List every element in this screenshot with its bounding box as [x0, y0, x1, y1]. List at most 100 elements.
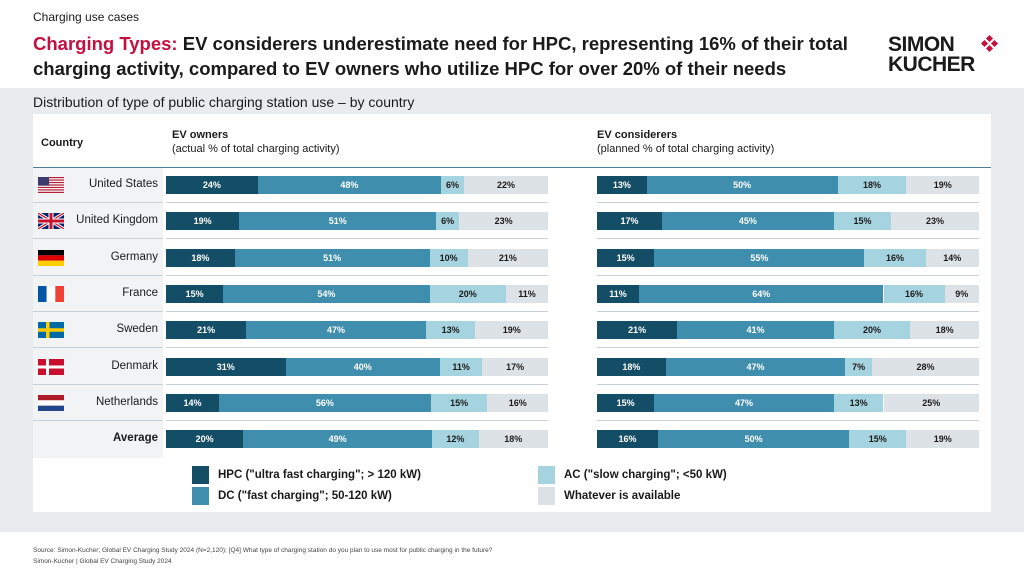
row-divider — [166, 202, 548, 203]
bar-segment-ac: 10% — [429, 249, 468, 267]
bar-segment-ac: 12% — [432, 430, 479, 448]
bar-segment-whatever: 28% — [872, 358, 979, 376]
bar-segment-dc: 40% — [285, 358, 440, 376]
row-divider — [33, 347, 163, 348]
bar-segment-hpc: 15% — [597, 249, 655, 267]
ev-owners-header: EV owners (actual % of total charging ac… — [172, 128, 340, 156]
row-divider — [33, 311, 163, 312]
country-label: United Kingdom — [76, 214, 158, 226]
bar-segment-hpc: 18% — [166, 249, 235, 267]
chart-subtitle: Distribution of type of public charging … — [33, 94, 415, 110]
bar-segment-dc: 55% — [654, 249, 865, 267]
bar-segment-ac: 15% — [849, 430, 907, 448]
legend-dc-label: DC ("fast charging"; 50-120 kW) — [218, 490, 392, 502]
legend-ac: AC ("slow charging"; <50 kW) — [538, 466, 727, 484]
title-text: EV considerers underestimate need for HP… — [33, 33, 848, 79]
bar-segment-ac: 18% — [837, 176, 907, 194]
bar-segment-whatever: 18% — [910, 321, 979, 339]
ev-owners-title: EV owners — [172, 129, 229, 141]
bar-segment-hpc: 18% — [597, 358, 666, 376]
bar-segment-whatever: 14% — [925, 249, 979, 267]
bar-segment-ac: 15% — [833, 212, 892, 230]
row-divider — [597, 238, 979, 239]
ev-considerers-header: EV considerers (planned % of total charg… — [597, 128, 774, 156]
bar-segment-hpc: 31% — [166, 358, 286, 376]
bar-segment-whatever: 22% — [463, 176, 548, 194]
legend-whatever-swatch — [538, 487, 555, 505]
bar-segment-dc: 41% — [677, 321, 834, 339]
flag-france-icon — [38, 286, 64, 302]
country-column — [33, 168, 163, 458]
row-divider — [166, 311, 548, 312]
legend-ac-swatch — [538, 466, 555, 484]
row-divider — [597, 311, 979, 312]
flag-sweden-icon — [38, 322, 64, 338]
country-label: United States — [88, 178, 158, 190]
country-label: France — [122, 287, 158, 299]
bar-segment-whatever: 23% — [891, 212, 979, 230]
bar-segment-ac: 20% — [429, 285, 506, 303]
logo-line-2: KUCHER — [888, 53, 975, 76]
bar-segment-whatever: 19% — [906, 430, 979, 448]
bar-segment-dc: 56% — [218, 394, 431, 412]
bar-segment-dc: 47% — [654, 394, 834, 412]
bar-segment-dc: 47% — [246, 321, 426, 339]
row-divider — [166, 275, 548, 276]
row-divider — [33, 275, 163, 276]
row-divider — [166, 347, 548, 348]
bar-segment-dc: 51% — [239, 212, 437, 230]
bar-segment-ac: 20% — [833, 321, 911, 339]
ev-considerers-title: EV considerers — [597, 129, 678, 141]
bar-segment-ac: 6% — [436, 212, 460, 230]
legend-dc-swatch — [192, 487, 209, 505]
bar-segment-dc: 47% — [665, 358, 846, 376]
country-label: Sweden — [116, 323, 158, 335]
bar-segment-whatever: 18% — [478, 430, 548, 448]
country-header: Country — [41, 137, 84, 149]
bar-segment-ac: 7% — [845, 358, 873, 376]
simon-kucher-logo: SIMON KUCHER — [888, 33, 999, 76]
logo-line-1: SIMON — [888, 33, 955, 56]
legend-whatever-label: Whatever is available — [564, 490, 681, 502]
row-divider — [33, 420, 163, 421]
country-label: Netherlands — [95, 396, 158, 408]
legend-whatever: Whatever is available — [538, 487, 680, 505]
bar-segment-ac: 13% — [425, 321, 476, 339]
bar-segment-whatever: 23% — [459, 212, 548, 230]
bar-segment-hpc: 16% — [597, 430, 659, 448]
flag-denmark-icon — [38, 359, 64, 375]
bar-segment-hpc: 21% — [597, 321, 678, 339]
bar-segment-whatever: 19% — [475, 321, 548, 339]
ev-considerers-subtitle: (planned % of total charging activity) — [597, 143, 775, 155]
ev-owners-subtitle: (actual % of total charging activity) — [172, 143, 340, 155]
title-accent: Charging Types: — [33, 33, 178, 54]
bar-segment-dc: 49% — [243, 430, 433, 448]
bar-segment-whatever: 16% — [487, 394, 548, 412]
bar-segment-dc: 50% — [658, 430, 850, 448]
row-divider — [33, 202, 163, 203]
legend-hpc: HPC ("ultra fast charging"; > 120 kW) — [192, 466, 421, 484]
legend-hpc-swatch — [192, 466, 209, 484]
row-divider — [597, 384, 979, 385]
bar-segment-hpc: 14% — [166, 394, 219, 412]
row-divider — [597, 275, 979, 276]
row-divider — [166, 420, 548, 421]
flag-netherlands-icon — [38, 395, 64, 411]
legend-hpc-label: HPC ("ultra fast charging"; > 120 kW) — [218, 469, 421, 481]
bar-segment-ac: 16% — [883, 285, 945, 303]
page-title: Charging Types: EV considerers underesti… — [33, 31, 873, 81]
legend-dc: DC ("fast charging"; 50-120 kW) — [192, 487, 392, 505]
flag-germany-icon — [38, 250, 64, 266]
bar-segment-whatever: 9% — [944, 285, 979, 303]
bar-segment-hpc: 15% — [166, 285, 224, 303]
legend-ac-label: AC ("slow charging"; <50 kW) — [564, 469, 727, 481]
bar-segment-hpc: 17% — [597, 212, 662, 230]
flag-uk-icon — [38, 213, 64, 229]
bar-segment-whatever: 11% — [505, 285, 548, 303]
bar-segment-hpc: 11% — [597, 285, 640, 303]
header-divider — [33, 167, 991, 168]
bar-segment-whatever: 19% — [906, 176, 979, 194]
bar-segment-dc: 50% — [646, 176, 838, 194]
bar-segment-ac: 13% — [833, 394, 884, 412]
bar-segment-ac: 6% — [441, 176, 464, 194]
